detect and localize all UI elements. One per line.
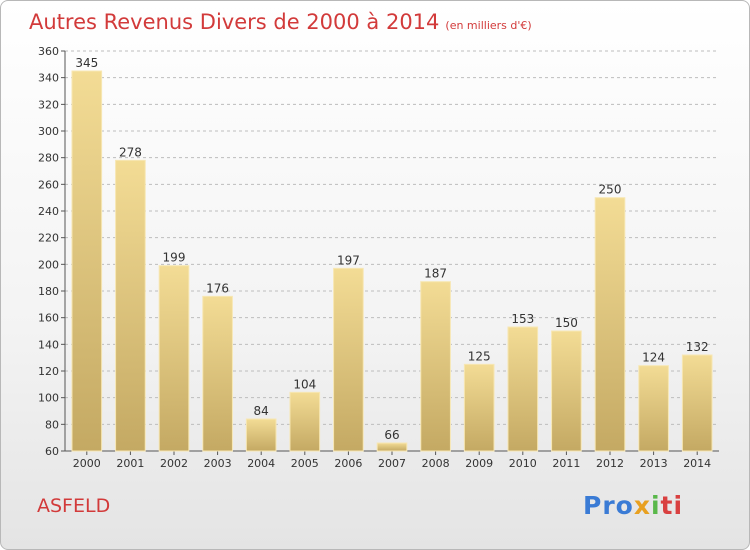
brand-part: i — [650, 491, 661, 520]
bar — [245, 418, 277, 452]
y-tick-label: 280 — [38, 152, 59, 165]
label-layer: 345 278 199 176 84 104 197 66 187 125 153 150 250 124… — [75, 56, 708, 442]
brand-part: x — [633, 491, 651, 520]
data-label: 278 — [119, 145, 142, 159]
y-tick-label: 80 — [45, 418, 59, 431]
data-label: 124 — [642, 351, 665, 365]
y-tick-label: 220 — [38, 232, 59, 245]
bar — [376, 442, 408, 452]
x-tick-label: 2006 — [334, 457, 362, 470]
data-label: 345 — [75, 56, 98, 70]
y-tick-label: 360 — [38, 45, 59, 58]
x-tick-label: 2007 — [378, 457, 406, 470]
data-label: 84 — [254, 404, 269, 418]
x-tick-label: 2013 — [640, 457, 668, 470]
y-tick-label: 180 — [38, 285, 59, 298]
data-label: 153 — [511, 312, 534, 326]
data-label: 150 — [555, 316, 578, 330]
data-label: 132 — [686, 340, 709, 354]
y-tick-label: 340 — [38, 72, 59, 85]
chart-subtitle: (en milliers d'€) — [445, 19, 532, 32]
bar — [551, 330, 582, 452]
y-tick-label: 240 — [38, 205, 59, 218]
x-tick-label: 2009 — [465, 457, 493, 470]
bar — [158, 265, 190, 452]
bar — [638, 365, 669, 452]
y-tick-label: 300 — [38, 125, 59, 138]
x-tick-label: 2001 — [116, 457, 144, 470]
bar — [594, 197, 626, 452]
chart-title-text: Autres Revenus Divers de 2000 à 2014 — [29, 10, 440, 34]
bar — [289, 391, 321, 452]
x-tick-label: 2008 — [422, 457, 450, 470]
data-label: 104 — [293, 377, 316, 391]
y-tick-label: 120 — [38, 365, 59, 378]
data-label: 197 — [337, 253, 360, 267]
y-tick-label: 160 — [38, 312, 59, 325]
data-label: 176 — [206, 281, 229, 295]
x-tick-label: 2000 — [73, 457, 101, 470]
x-tick-label: 2014 — [683, 457, 711, 470]
x-tick-label: 2002 — [160, 457, 188, 470]
bar — [681, 354, 713, 452]
y-tick-label: 260 — [38, 178, 59, 191]
data-label: 250 — [599, 183, 622, 197]
bar — [420, 281, 451, 452]
bar — [333, 267, 364, 452]
y-tick-label: 140 — [38, 338, 59, 351]
x-tick-label: 2004 — [247, 457, 275, 470]
data-label: 187 — [424, 267, 447, 281]
brand-part: ti — [660, 491, 684, 520]
y-tick-label: 320 — [38, 98, 59, 111]
x-tick-label: 2012 — [596, 457, 624, 470]
data-label: 125 — [468, 349, 491, 363]
x-tick-label: 2010 — [509, 457, 537, 470]
bar — [507, 326, 539, 452]
bar — [202, 295, 233, 452]
x-tick-label: 2003 — [204, 457, 232, 470]
bar — [463, 363, 495, 452]
bar-layer — [71, 70, 713, 452]
x-tick-label: 2011 — [552, 457, 580, 470]
brand-part: Pro — [583, 491, 634, 520]
x-tick-label: 2005 — [291, 457, 319, 470]
data-label: 66 — [384, 428, 399, 442]
y-tick-label: 100 — [38, 392, 59, 405]
data-label: 199 — [163, 251, 186, 265]
bar — [115, 159, 146, 452]
y-tick-label: 60 — [45, 445, 59, 458]
y-tick-label: 200 — [38, 258, 59, 271]
bar — [71, 70, 103, 452]
chart-title: Autres Revenus Divers de 2000 à 2014 (en … — [29, 10, 532, 34]
commune-name: ASFELD — [37, 495, 111, 517]
brand-logo: Proxiti — [583, 491, 683, 520]
